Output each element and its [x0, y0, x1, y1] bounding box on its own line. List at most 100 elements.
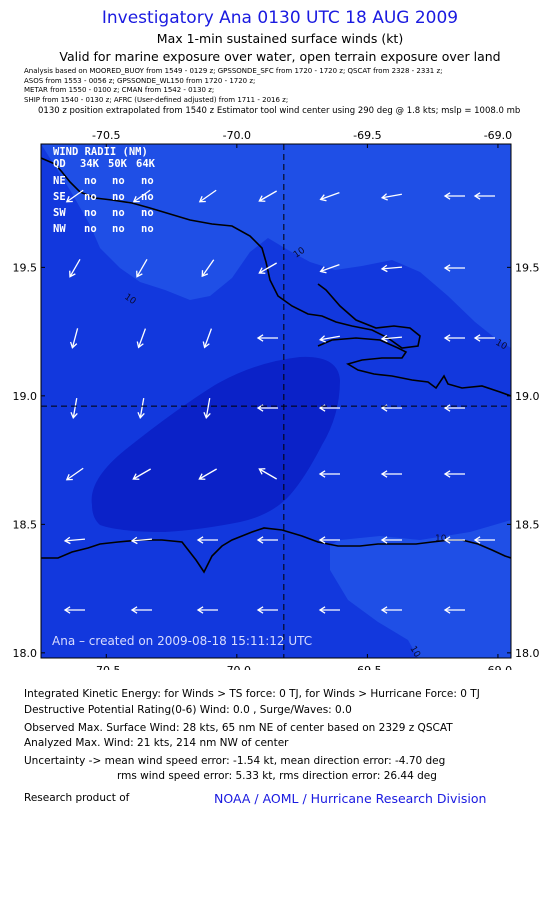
wind-arrow — [318, 606, 340, 614]
wind-arrow — [443, 264, 465, 272]
wind-arrow — [65, 467, 84, 481]
y-tick-label-left: 18.0 — [13, 647, 38, 660]
wind-radii-sw-34k: no — [84, 207, 97, 219]
y-tick-label-left: 19.0 — [13, 390, 38, 403]
wind-arrow — [70, 398, 78, 420]
wind-radii-ne-quadrant: NE — [53, 175, 66, 187]
wind-arrow — [258, 468, 277, 480]
page-title: Investigatory Ana 0130 UTC 18 AUG 2009 — [101, 8, 459, 28]
contour-label: 10 — [407, 645, 422, 660]
wind-arrow — [258, 262, 277, 274]
wind-radii-sw-50k: no — [112, 207, 125, 219]
wind-arrow — [258, 190, 277, 202]
noaa-credit-link[interactable]: NOAA / AOML / Hurricane Research Divisio… — [214, 791, 487, 806]
uncertainty-line-1: Uncertainty -> mean wind speed error: -1… — [24, 755, 446, 767]
wind-radii-sw-64k: no — [141, 207, 154, 219]
wind-arrow — [380, 193, 402, 201]
wind-arrow — [380, 536, 402, 544]
wind-radii-nw-34k: no — [84, 223, 97, 235]
wind-radii-se-64k: no — [141, 191, 154, 203]
x-tick-label-top: -70.5 — [92, 129, 120, 142]
wind-arrow — [256, 606, 278, 614]
wind-radii-ne-50k: no — [112, 175, 125, 187]
analysis-line-1: Analysis based on MOORED_BUOY from 1549 … — [24, 67, 443, 75]
wind-arrow — [443, 470, 465, 478]
wind-arrow — [473, 334, 495, 342]
wind-arrow — [443, 536, 465, 544]
map-frame — [40, 143, 512, 659]
wind-arrow — [473, 192, 495, 200]
wind-radii-sw-quadrant: SW — [53, 207, 66, 219]
wind-arrow — [318, 536, 340, 544]
wind-arrow — [196, 606, 218, 614]
contour-label: 10 — [435, 534, 447, 544]
wind-arrow — [132, 468, 151, 480]
wind-arrow — [473, 536, 495, 544]
wind-radii-title: WIND RADII (NM) — [53, 146, 148, 158]
x-tick-label-top: -70.0 — [223, 129, 251, 142]
wind-arrow — [443, 334, 465, 342]
x-tick-label-bottom: -70.5 — [92, 664, 120, 670]
wind-arrow — [256, 334, 278, 342]
validity-note: Valid for marine exposure over water, op… — [59, 49, 501, 64]
wind-radii-nw-quadrant: NW — [53, 223, 66, 235]
wind-radii-se-quadrant: SE — [53, 191, 66, 203]
wind-radii-ne-34k: no — [84, 175, 97, 187]
wind-arrow — [203, 398, 211, 420]
created-note: Ana – created on 2009-08-18 15:11:12 UTC — [52, 634, 312, 648]
wind-arrow — [319, 191, 340, 202]
wind-arrow — [443, 404, 465, 412]
analyzed-max-wind: Analyzed Max. Wind: 21 kts, 214 nm NW of… — [24, 737, 289, 749]
wind-arrow — [380, 264, 403, 273]
wind-arrow — [130, 606, 152, 614]
x-tick-label-bottom: -69.0 — [484, 664, 512, 670]
wind-radii-col-50k: 50K — [108, 158, 128, 170]
wind-arrow — [196, 536, 218, 544]
analysis-line-3: METAR from 1550 - 0100 z; CMAN from 1542… — [24, 86, 215, 94]
coastline-north — [41, 157, 421, 349]
x-tick-label-top: -69.0 — [484, 129, 512, 142]
wind-arrow — [202, 328, 213, 349]
wind-contour-band-20-plus — [91, 356, 340, 532]
wind-arrow — [130, 536, 153, 545]
wind-arrow — [198, 468, 217, 480]
wind-arrow — [65, 189, 84, 203]
page-subtitle: Max 1-min sustained surface winds (kt) — [156, 31, 404, 46]
wind-arrow — [69, 328, 79, 349]
wind-arrow — [443, 606, 465, 614]
credit-label: Research product of — [24, 792, 130, 804]
wind-radii-nw-64k: no — [141, 223, 154, 235]
wind-radii-nw-50k: no — [112, 223, 125, 235]
wind-arrow — [380, 606, 402, 614]
wind-arrow — [201, 259, 215, 278]
y-tick-label-right: 19.0 — [515, 390, 540, 403]
analysis-line-2: ASOS from 1553 - 0056 z; GPSSONDE_WL150 … — [24, 77, 256, 85]
wind-arrow — [443, 192, 465, 200]
axis-ticks: -70.5 -70.5 -70.0 -70.0 -69.5 -69.5 -69.0 -69.0… — [13, 129, 540, 670]
wind-arrow — [132, 189, 151, 203]
wind-arrow — [380, 470, 402, 478]
position-note: 0130 z position extrapolated from 1540 z… — [38, 106, 521, 116]
wind-radii-se-34k: no — [84, 191, 97, 203]
wind-radii-se-50k: no — [112, 191, 125, 203]
ike-text: Integrated Kinetic Energy: for Winds > T… — [24, 688, 480, 700]
wind-radii-col-34k: 34K — [80, 158, 100, 170]
wind-arrow — [137, 398, 145, 420]
y-tick-label-right: 18.0 — [515, 647, 540, 660]
y-tick-label-left: 19.5 — [13, 261, 38, 274]
wind-arrow — [69, 259, 81, 278]
wind-radii-col-64k: 64K — [136, 158, 156, 170]
wind-arrow — [256, 536, 278, 544]
wind-arrow — [63, 536, 86, 545]
wind-radii-table: WIND RADII (NM) QD 34K 50K 64K NE no no … — [53, 146, 156, 235]
wind-arrow — [136, 259, 148, 278]
x-tick-label-top: -69.5 — [353, 129, 381, 142]
wind-arrow — [318, 335, 340, 343]
wind-arrow — [380, 334, 403, 343]
y-tick-label-left: 18.5 — [13, 518, 38, 531]
wind-radii-ne-64k: no — [141, 175, 154, 187]
wind-arrow — [198, 189, 217, 203]
wind-arrow — [136, 328, 147, 349]
dpr-text: Destructive Potential Rating(0-6) Wind: … — [24, 704, 352, 716]
